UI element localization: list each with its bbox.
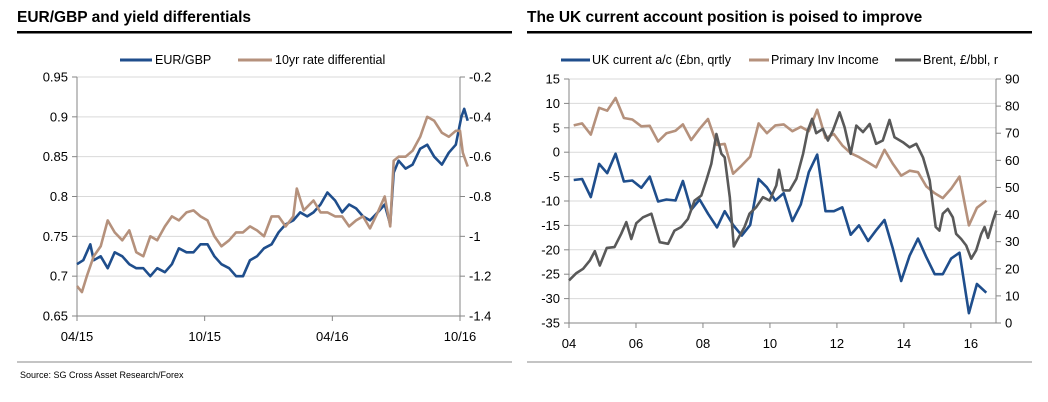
y-right-tick-label: 90 — [1005, 72, 1019, 87]
legend-label-brent: Brent, £/bbl, r — [923, 53, 998, 67]
series-line-uk-current-a-c-bn-qrtly — [573, 152, 988, 315]
right-title-rule — [527, 31, 1032, 34]
y-right-tick-label: -1 — [469, 229, 481, 244]
x-tick-label: 10/16 — [444, 329, 477, 344]
legend-label-rate-diff: 10yr rate differential — [275, 53, 385, 67]
y-left-tick-label: 15 — [546, 72, 560, 87]
y-left-tick-label: 0 — [553, 145, 560, 160]
y-left-tick-label: -20 — [541, 242, 560, 257]
y-right-tick-label: 20 — [1005, 261, 1019, 276]
x-tick-label: 08 — [696, 336, 710, 351]
left-legend: EUR/GBP 10yr rate differential — [120, 53, 385, 67]
y-left-tick-label: 0.65 — [43, 309, 68, 324]
y-left-tick-label: 5 — [553, 120, 560, 135]
y-right-tick-label: 50 — [1005, 180, 1019, 195]
series-line-brent-bbl-r — [568, 111, 998, 282]
y-right-tick-label: 40 — [1005, 207, 1019, 222]
y-right-tick-label: 80 — [1005, 99, 1019, 114]
right-chart-title: The UK current account position is poise… — [527, 9, 923, 26]
legend-label-current-account: UK current a/c (£bn, qrtly — [592, 53, 732, 67]
y-left-tick-label: 10 — [546, 96, 560, 111]
series-line-eur-gbp — [76, 107, 469, 278]
y-right-tick-label: -0.4 — [469, 109, 491, 124]
y-right-tick-label: -0.2 — [469, 70, 491, 85]
series-line-10yr-rate-differential — [75, 115, 469, 294]
y-right-tick-label: 30 — [1005, 234, 1019, 249]
x-tick-label: 04/16 — [316, 329, 349, 344]
x-tick-label: 10 — [763, 336, 777, 351]
legend-label-eurgbp: EUR/GBP — [155, 53, 211, 67]
y-left-tick-label: 0.85 — [43, 149, 68, 164]
y-right-tick-label: 10 — [1005, 288, 1019, 303]
left-chart: EUR/GBP and yield differentials EUR/GBP … — [17, 9, 512, 380]
right-legend: UK current a/c (£bn, qrtly Primary Inv I… — [561, 53, 998, 67]
y-left-tick-label: -35 — [541, 316, 560, 331]
y-right-tick-label: 0 — [1005, 316, 1012, 331]
y-left-tick-label: -10 — [541, 194, 560, 209]
x-tick-label: 06 — [629, 336, 643, 351]
y-left-tick-label: -15 — [541, 218, 560, 233]
y-right-tick-label: 70 — [1005, 126, 1019, 141]
y-left-tick-label: 0.95 — [43, 70, 68, 85]
y-left-tick-label: 0.7 — [50, 269, 68, 284]
y-left-tick-label: -30 — [541, 291, 560, 306]
y-left-tick-label: 0.9 — [50, 109, 68, 124]
x-tick-label: 04 — [562, 336, 576, 351]
x-tick-label: 04/15 — [61, 329, 94, 344]
y-left-tick-label: 0.8 — [50, 189, 68, 204]
right-chart: The UK current account position is poise… — [527, 9, 1032, 363]
left-chart-title: EUR/GBP and yield differentials — [17, 9, 251, 26]
series-line-primary-inv-income — [573, 96, 988, 227]
x-tick-label: 14 — [897, 336, 911, 351]
y-right-tick-label: -0.8 — [469, 189, 491, 204]
y-right-tick-label: -1.4 — [469, 309, 491, 324]
y-right-tick-label: -1.2 — [469, 269, 491, 284]
x-tick-label: 12 — [830, 336, 844, 351]
source-note: Source: SG Cross Asset Research/Forex — [20, 370, 184, 380]
x-tick-label: 16 — [964, 336, 978, 351]
y-left-tick-label: -25 — [541, 267, 560, 282]
y-left-tick-label: -5 — [548, 169, 560, 184]
y-right-tick-label: 60 — [1005, 153, 1019, 168]
y-left-tick-label: 0.75 — [43, 229, 68, 244]
left-title-rule — [17, 31, 512, 34]
legend-label-primary-income: Primary Inv Income — [771, 53, 879, 67]
y-right-tick-label: -0.6 — [469, 149, 491, 164]
x-tick-label: 10/15 — [188, 329, 221, 344]
